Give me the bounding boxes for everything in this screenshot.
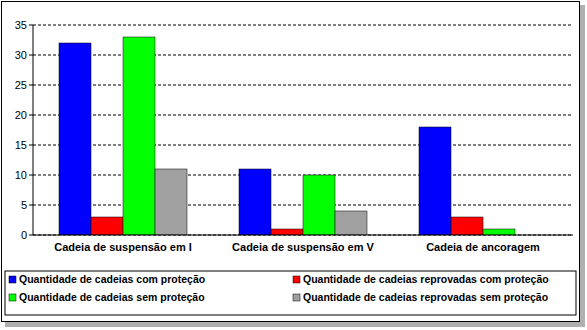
legend-label: Quantidade de cadeias sem proteção	[19, 291, 205, 303]
bar	[483, 229, 515, 235]
tick-label: 25	[15, 79, 27, 91]
tick-mark	[29, 55, 33, 56]
grid-line	[33, 25, 573, 26]
tick-label: 20	[15, 109, 27, 121]
category-label: Cadeia de ancoragem	[426, 241, 540, 253]
tick-label: 35	[15, 19, 27, 31]
legend-swatch	[293, 294, 300, 301]
legend-swatch	[9, 294, 16, 301]
tick-mark	[29, 205, 33, 206]
tick-label: 30	[15, 49, 27, 61]
x-axis	[33, 235, 573, 236]
tick-label: 5	[21, 199, 27, 211]
legend-swatch	[293, 276, 300, 283]
bar	[239, 169, 271, 235]
category-label: Cadeia de suspensão em V	[232, 241, 374, 253]
legend-box	[5, 271, 576, 315]
tick-mark	[29, 115, 33, 116]
tick-mark	[29, 175, 33, 176]
bar	[303, 175, 335, 235]
bar	[91, 217, 123, 235]
bar	[271, 229, 303, 235]
tick-label: 10	[15, 169, 27, 181]
grid-line	[33, 55, 573, 56]
bar	[419, 127, 451, 235]
tick-mark	[29, 145, 33, 146]
grid-line	[33, 145, 573, 146]
tick-mark	[29, 235, 33, 236]
grid-line	[33, 235, 573, 236]
bars	[59, 37, 515, 235]
legend-swatch	[9, 276, 16, 283]
bar	[155, 169, 187, 235]
tick-label: 15	[15, 139, 27, 151]
chart: 0 5 10 15 20 25 30 35 Cadeia de suspensão em I Ca…	[0, 0, 587, 330]
tick-label: 0	[21, 229, 27, 241]
y-axis	[33, 25, 34, 235]
legend-label: Quantidade de cadeias reprovadas com pro…	[303, 273, 549, 285]
grid-line	[33, 85, 573, 86]
bar	[451, 217, 483, 235]
category-label: Cadeia de suspensão em I	[54, 241, 192, 253]
bar	[335, 211, 367, 235]
grid-line	[33, 115, 573, 116]
bar	[123, 37, 155, 235]
frame	[2, 2, 580, 322]
legend-label: Quantidade de cadeias reprovadas sem pro…	[303, 291, 548, 303]
tick-mark	[29, 85, 33, 86]
tick-mark	[29, 25, 33, 26]
legend-label: Quantidade de cadeias com proteção	[19, 273, 205, 285]
bar	[59, 43, 91, 235]
